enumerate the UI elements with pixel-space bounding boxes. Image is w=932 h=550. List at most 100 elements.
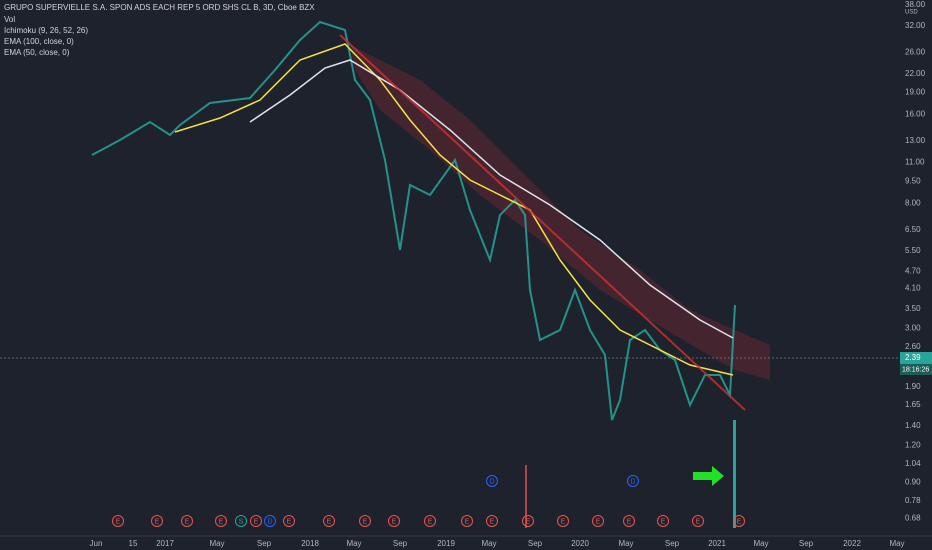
time-tick-label: Sep <box>528 539 543 548</box>
time-tick-label: Sep <box>257 539 272 548</box>
time-tick-label: 15 <box>129 539 138 548</box>
event-label: D <box>267 518 272 525</box>
indicator: EMA (50, close, 0) <box>4 48 70 57</box>
event-label: E <box>661 518 666 525</box>
event-label: E <box>428 518 433 525</box>
event-marker <box>692 515 704 527</box>
event-marker <box>461 515 473 527</box>
dividend-label: D <box>489 478 494 485</box>
event-marker <box>623 515 635 527</box>
time-tick-label: May <box>481 539 496 548</box>
indicator: Vol <box>4 15 15 24</box>
price-tick-label: 2.60 <box>905 342 921 351</box>
event-marker <box>657 515 669 527</box>
price-tick-label: 1.65 <box>905 400 921 409</box>
time-tick-label: 2021 <box>708 539 726 548</box>
event-label: E <box>185 518 190 525</box>
event-label: E <box>392 518 397 525</box>
event-label: E <box>363 518 368 525</box>
time-tick-label: Sep <box>799 539 814 548</box>
green-arrow <box>693 466 724 486</box>
price-tick-label: 13.00 <box>905 136 926 145</box>
event-marker <box>592 515 604 527</box>
countdown: 18:16:26 <box>902 366 929 373</box>
price-tick-label: 11.00 <box>905 158 925 167</box>
dividend-marker <box>627 475 639 487</box>
trend-line <box>339 34 746 411</box>
event-label: E <box>627 518 632 525</box>
price-tick-label: 1.90 <box>905 382 921 391</box>
dividend-marker <box>486 475 498 487</box>
time-tick-label: May <box>209 539 224 548</box>
last-price-box <box>900 352 932 364</box>
time-tick-label: 2019 <box>437 539 455 548</box>
event-marker <box>557 515 569 527</box>
event-label: E <box>737 518 742 525</box>
event-label: E <box>155 518 160 525</box>
event-marker <box>522 515 534 527</box>
price-tick-label: 16.00 <box>905 110 926 119</box>
price-tick-label: 1.20 <box>905 441 921 450</box>
volume-spike <box>525 465 527 528</box>
currency: USD <box>905 10 918 16</box>
price-tick-label: 26.00 <box>905 48 926 57</box>
time-tick-label: Sep <box>393 539 408 548</box>
price-axis <box>900 0 932 550</box>
price-tick-label: 1.04 <box>905 459 921 468</box>
event-marker <box>250 515 262 527</box>
indicator: EMA (100, close, 0) <box>4 37 74 46</box>
time-tick-label: 2022 <box>843 539 861 548</box>
plot <box>0 20 900 528</box>
price-tick-label: 4.70 <box>905 266 921 275</box>
event-marker <box>359 515 371 527</box>
price-tick-label: 4.10 <box>905 284 921 293</box>
event-marker <box>424 515 436 527</box>
price-tick-label: 38.00 <box>905 0 926 9</box>
time-tick-label: May <box>346 539 361 548</box>
event-label: E <box>465 518 470 525</box>
time-tick-label: 2017 <box>156 539 174 548</box>
event-marker <box>486 515 498 527</box>
event-marker <box>323 515 335 527</box>
price-tick-label: 5.50 <box>905 246 921 255</box>
event-label: E <box>561 518 566 525</box>
ema-50 <box>174 43 734 376</box>
countdown-box <box>900 364 932 375</box>
time-tick-label: May <box>618 539 633 548</box>
event-label: E <box>696 518 701 525</box>
price-tick-label: 0.68 <box>905 513 921 522</box>
price-tick-label: 6.50 <box>905 225 921 234</box>
event-label: E <box>287 518 292 525</box>
event-marker <box>733 515 745 527</box>
price-tick-label: 9.50 <box>905 176 921 185</box>
event-marker <box>112 515 124 527</box>
price-tick-label: 3.50 <box>905 304 921 313</box>
price-tick-label: 0.90 <box>905 477 921 486</box>
price-tick-label: 19.00 <box>905 88 926 97</box>
event-label: E <box>490 518 495 525</box>
volume-spike <box>733 420 736 528</box>
time-tick-label: May <box>889 539 904 548</box>
ema-100 <box>249 59 734 339</box>
time-tick-label: Sep <box>665 539 680 548</box>
time-tick-label: Jun <box>90 539 103 548</box>
price-tick-label: 32.00 <box>905 21 926 30</box>
price-tick-label: 22.00 <box>905 69 926 78</box>
header: GRUPO SUPERVIELLE S.A. SPON ADS EACH REP… <box>4 3 315 57</box>
event-marker <box>388 515 400 527</box>
event-label: E <box>327 518 332 525</box>
event-marker <box>181 515 193 527</box>
price-tick-label: 0.78 <box>905 496 921 505</box>
event-label: E <box>526 518 531 525</box>
event-label: E <box>116 518 121 525</box>
time-tick-label: 2018 <box>301 539 319 548</box>
symbol-title: GRUPO SUPERVIELLE S.A. SPON ADS EACH REP… <box>4 3 315 12</box>
event-marker <box>283 515 295 527</box>
event-marker <box>215 515 227 527</box>
event-label: E <box>596 518 601 525</box>
price-candles <box>91 20 736 421</box>
event-marker <box>264 515 276 527</box>
event-marker <box>151 515 163 527</box>
price-tick-label: 3.00 <box>905 324 921 333</box>
